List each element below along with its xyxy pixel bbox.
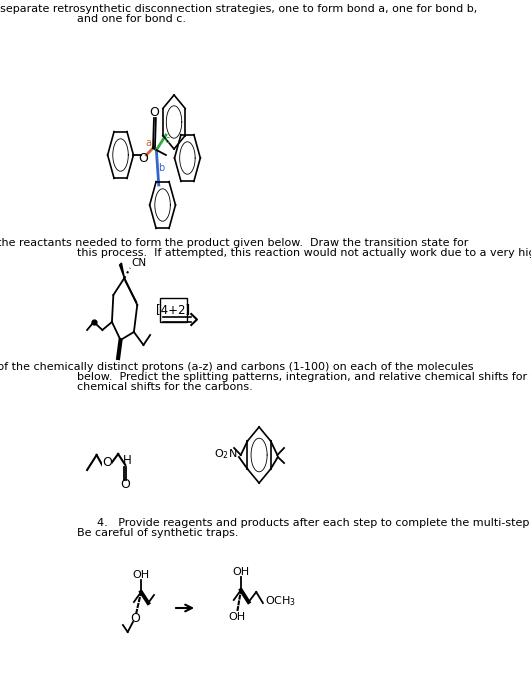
Text: c: c (165, 135, 170, 145)
Text: O: O (150, 106, 159, 120)
Text: Be careful of synthetic traps.: Be careful of synthetic traps. (76, 528, 238, 538)
Text: 3.   Label all of the chemically distinct protons (a-z) and carbons (1-100) on e: 3. Label all of the chemically distinct … (0, 362, 473, 372)
Text: O: O (121, 479, 130, 491)
Text: OH: OH (133, 570, 150, 580)
Text: OH: OH (228, 612, 245, 622)
Polygon shape (119, 263, 124, 278)
Text: below.  Predict the splitting patterns, integration, and relative chemical shift: below. Predict the splitting patterns, i… (76, 372, 531, 382)
Text: this process.  If attempted, this reaction would not actually work due to a very: this process. If attempted, this reactio… (76, 248, 531, 258)
Text: H: H (123, 454, 132, 466)
Text: O: O (130, 612, 140, 624)
Text: and one for bond c.: and one for bond c. (76, 14, 185, 24)
Text: 2.   Provide the reactants needed to form the product given below.  Draw the tra: 2. Provide the reactants needed to form … (0, 238, 468, 248)
Text: 4.   Provide reagents and products after each step to complete the multi-step tr: 4. Provide reagents and products after e… (97, 518, 531, 528)
Text: [4+2]: [4+2] (157, 304, 191, 316)
Text: O: O (139, 151, 148, 164)
Text: OH: OH (233, 567, 250, 577)
Text: OCH$_3$: OCH$_3$ (265, 594, 296, 608)
Text: CN: CN (131, 258, 146, 268)
Text: 1.   Propose 3 separate retrosynthetic disconnection strategies, one to form bon: 1. Propose 3 separate retrosynthetic dis… (0, 4, 477, 14)
Text: O: O (102, 456, 112, 470)
Text: chemical shifts for the carbons.: chemical shifts for the carbons. (76, 382, 252, 392)
Text: b: b (158, 163, 164, 173)
Text: a: a (145, 138, 151, 148)
Text: O$_2$N: O$_2$N (213, 447, 237, 461)
FancyBboxPatch shape (160, 298, 187, 322)
